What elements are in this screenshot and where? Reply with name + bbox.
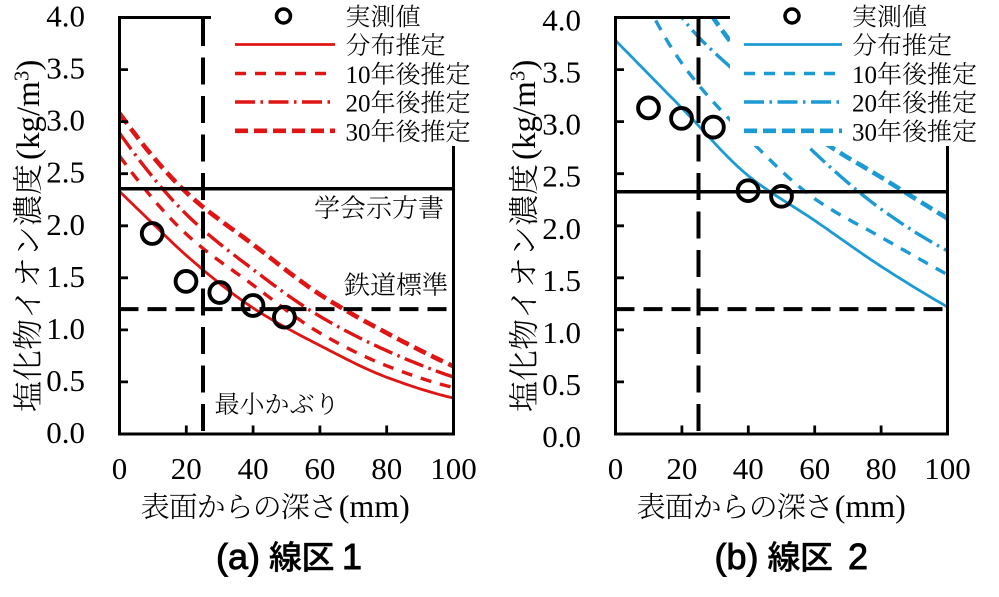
svg-text:60: 60 — [304, 451, 335, 486]
svg-text:0: 0 — [608, 451, 624, 486]
svg-text:1: 1 — [342, 536, 362, 577]
svg-text:2.5: 2.5 — [46, 155, 85, 190]
svg-text:(b): (b) — [715, 536, 759, 577]
svg-text:(kg/m3): (kg/m3) — [505, 60, 543, 160]
svg-text:(mm): (mm) — [339, 488, 410, 524]
svg-text:3.0: 3.0 — [46, 103, 85, 138]
svg-text:30: 30 — [346, 119, 371, 146]
svg-text:1.0: 1.0 — [46, 311, 85, 346]
svg-text:2.5: 2.5 — [542, 159, 581, 194]
svg-text:0.5: 0.5 — [542, 367, 581, 402]
svg-text:0: 0 — [112, 451, 128, 486]
svg-text:20: 20 — [171, 451, 202, 486]
svg-text:10: 10 — [852, 62, 877, 89]
svg-text:40: 40 — [733, 451, 764, 486]
svg-text:80: 80 — [371, 451, 402, 486]
svg-text:1.0: 1.0 — [542, 315, 581, 350]
svg-text:1.5: 1.5 — [542, 263, 581, 298]
svg-text:40: 40 — [238, 451, 269, 486]
svg-text:3.5: 3.5 — [46, 51, 85, 86]
svg-text:60: 60 — [799, 451, 830, 486]
svg-text:10: 10 — [346, 62, 371, 89]
svg-text:(a): (a) — [216, 536, 260, 577]
svg-text:80: 80 — [866, 451, 897, 486]
svg-text:30: 30 — [852, 119, 877, 146]
svg-text:100: 100 — [430, 451, 477, 486]
svg-text:3.0: 3.0 — [542, 107, 581, 142]
svg-text:20: 20 — [666, 451, 697, 486]
svg-text:4.0: 4.0 — [542, 3, 581, 38]
svg-text:4.0: 4.0 — [46, 0, 85, 34]
svg-text:1.5: 1.5 — [46, 259, 85, 294]
svg-text:100: 100 — [924, 451, 971, 486]
svg-text:0.0: 0.0 — [46, 415, 85, 450]
svg-text:3.5: 3.5 — [542, 55, 581, 90]
svg-text:2.0: 2.0 — [46, 207, 85, 242]
svg-text:0.5: 0.5 — [46, 363, 85, 398]
svg-text:20: 20 — [852, 91, 877, 118]
svg-text:2.0: 2.0 — [542, 211, 581, 246]
svg-text:(mm): (mm) — [835, 488, 906, 524]
svg-text:20: 20 — [346, 91, 371, 118]
svg-text:0.0: 0.0 — [542, 419, 581, 454]
svg-text:2: 2 — [848, 536, 868, 577]
